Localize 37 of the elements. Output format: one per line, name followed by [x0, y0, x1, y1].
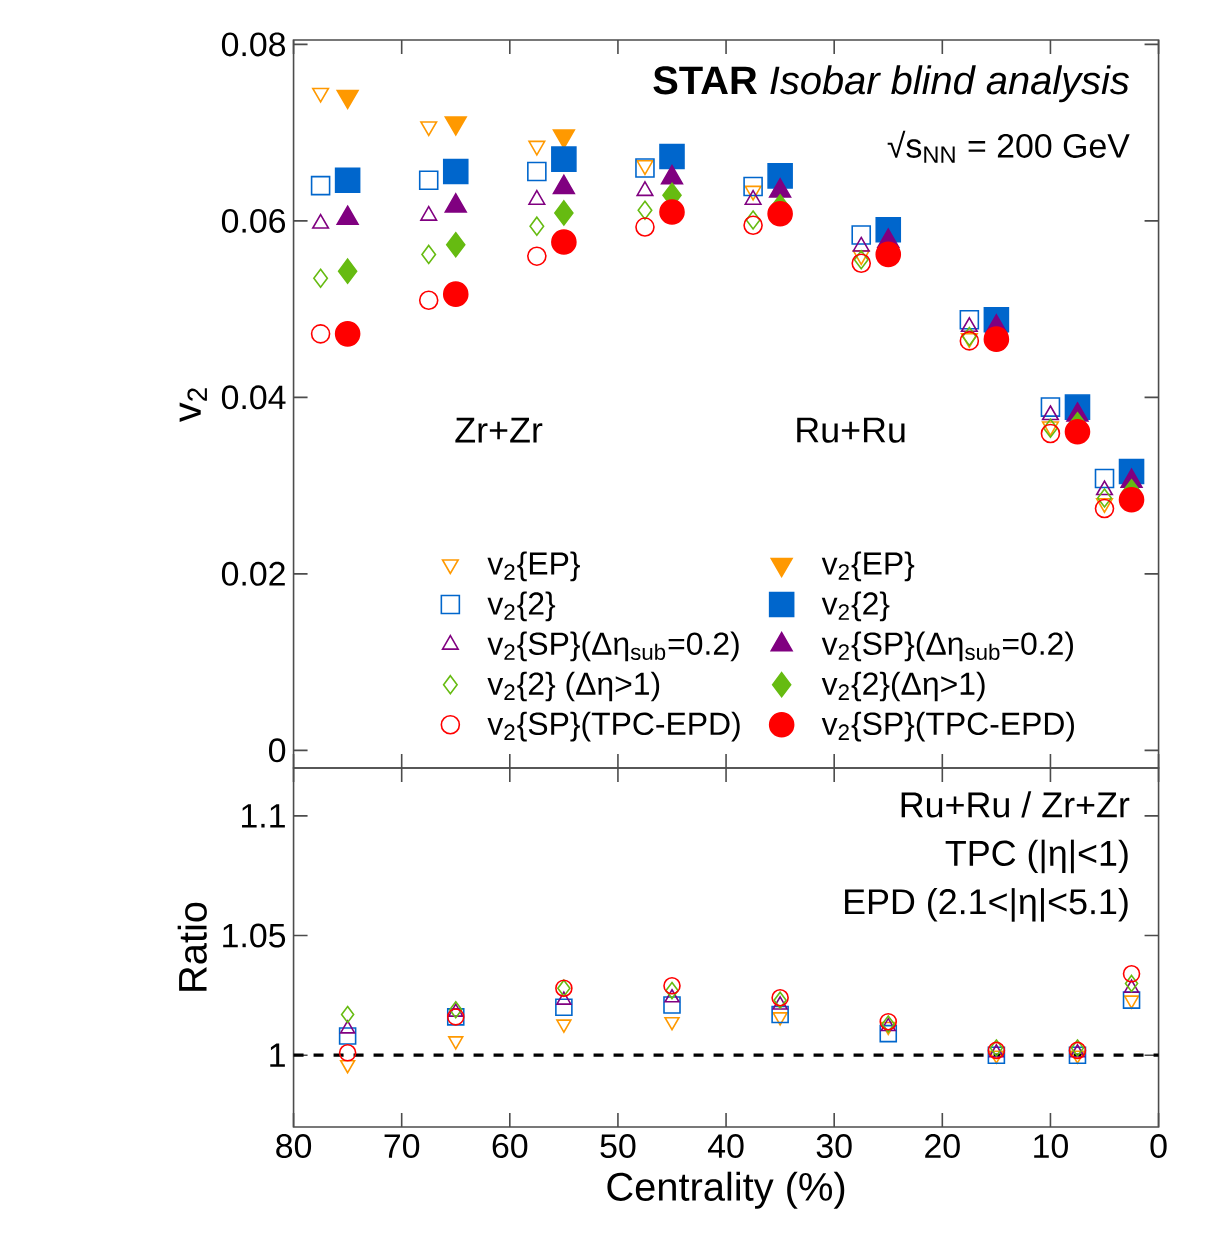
legend-label: v$_{2}${EP}: [821, 551, 915, 582]
x-tick-label: 80: [276, 1134, 312, 1159]
x-tick-label: 60: [492, 1134, 528, 1159]
legend-label: v$_{2}${2}: [821, 591, 890, 622]
y-tick-label: 0.04: [222, 385, 286, 410]
legend-label: v$_{2}${SP}(TPC-EPD): [487, 711, 740, 742]
legend-label: v$_{2}${2} (Δη>1): [487, 671, 660, 702]
legend-label: v$_{2}${2}(Δη>1): [821, 671, 985, 702]
legend-label: v$_{2}${SP}(Δη$_{sub}$=0.2): [821, 631, 1074, 662]
y-tick-label: 0: [269, 738, 286, 763]
annotation: Ru+Ru / Zr+Zr: [901, 791, 1130, 818]
y-tick-label: 0.08: [222, 32, 286, 57]
text: STAR Isobar blind analysis: [653, 65, 1130, 103]
legend-label: v$_{2}${SP}(Δη$_{sub}$=0.2): [487, 631, 739, 662]
x-tick-label: 10: [1034, 1134, 1069, 1159]
y-tick-label: 1.05: [223, 923, 286, 948]
legend-label: v$_{2}${SP}(TPC-EPD): [821, 711, 1075, 742]
x-tick-label: 70: [384, 1134, 420, 1159]
x-tick-label: 50: [600, 1134, 636, 1159]
y-axis-title: v$_{2}$: [179, 388, 208, 423]
annotation: EPD (2.1<|η|<5.1): [845, 888, 1128, 922]
legend-label: v$_{2}${2}: [487, 591, 556, 622]
y-tick-label: 0.06: [222, 208, 286, 233]
y-axis-title: Ratio: [177, 902, 208, 991]
x-tick-label: 0: [1150, 1134, 1167, 1159]
text: √s$_{NN}$ = 200 GeV: [887, 130, 1130, 163]
x-tick-label: 30: [816, 1134, 852, 1159]
legend-label: v$_{2}${EP}: [487, 551, 581, 582]
annotation: Ru+Ru: [797, 417, 905, 443]
y-tick-label: 1.1: [242, 804, 286, 828]
annotation: TPC (|η|<1): [945, 839, 1128, 874]
annotation: Zr+Zr: [455, 417, 543, 443]
y-tick-label: 0.02: [222, 561, 286, 586]
x-axis-title: Centrality (%): [607, 1171, 845, 1209]
x-tick-label: 20: [925, 1134, 961, 1159]
y-tick-label: 1: [270, 1043, 286, 1067]
x-tick-label: 40: [708, 1134, 744, 1159]
